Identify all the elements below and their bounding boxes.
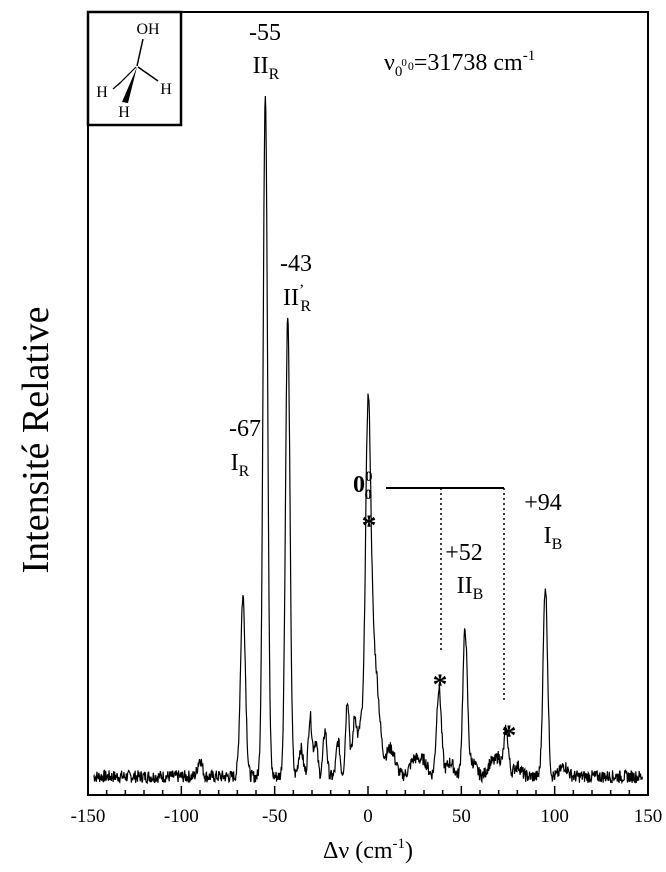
y-axis-label: Intensité Relative — [15, 307, 57, 574]
x-tick-label: 50 — [452, 806, 471, 827]
origin-band-sup: 0 — [365, 469, 373, 485]
x-tick-label: 150 — [634, 806, 663, 827]
molecule-oh: OH — [136, 21, 160, 38]
annotation-ib-label: IB — [544, 523, 563, 553]
origin-subsup: 0 — [401, 57, 407, 69]
x-tick-label: -50 — [262, 806, 287, 827]
molecule-h-left: H — [96, 84, 108, 101]
molecule-h-right: H — [160, 81, 172, 98]
x-tick-label: 0 — [363, 806, 373, 827]
origin-unit-sup: -1 — [523, 48, 536, 64]
annotation-iir-label: IIR — [253, 53, 280, 83]
annotation-ib: +94 IB — [524, 490, 562, 553]
molecule-wedge-bond — [122, 67, 137, 103]
annotation-ib-value: +94 — [524, 490, 562, 516]
x-tick-label: -100 — [164, 806, 199, 827]
molecule-bond-oh — [136, 38, 144, 67]
annotation-iirp-label: II’ R — [283, 282, 311, 315]
origin-value: =31738 cm — [414, 50, 523, 76]
annotation-iirp: -43 II’ R — [280, 251, 312, 315]
origin-sub: 0 — [395, 64, 403, 80]
star-origin: * — [362, 509, 377, 542]
annotation-ir: -67 IR — [229, 416, 261, 480]
star-74: * — [502, 719, 517, 752]
svg-text:000: 00 0 — [353, 469, 373, 503]
molecule-h-bottom: H — [118, 104, 130, 121]
annotation-iib-value: +52 — [445, 540, 483, 566]
molecule-bond-right — [137, 66, 159, 82]
origin-band-main: 0 — [353, 472, 365, 498]
annotation-iib: +52 IIB — [445, 540, 483, 603]
origin-wavenumber-label: ν000=31738 cm-1 — [384, 48, 535, 80]
annotation-iir-value: -55 — [249, 20, 281, 46]
origin-nu: ν — [384, 50, 395, 76]
origin-sup2: 0 — [408, 59, 414, 73]
x-axis-label: Δν (cm-1) — [323, 836, 413, 864]
svg-text:ν000=31738 cm-1: ν000=31738 cm-1 — [384, 48, 535, 80]
annotation-iib-label: IIB — [457, 573, 484, 603]
annotation-iirp-value: -43 — [280, 251, 312, 277]
origin-band-sub: 0 — [365, 487, 373, 503]
annotation-iir: -55 IIR — [249, 20, 281, 83]
star-38: * — [433, 668, 448, 701]
molecule-inset: OH H H H — [86, 10, 183, 127]
x-tick-label: 100 — [540, 806, 569, 827]
spectrum-trace — [93, 96, 643, 785]
origin-band-label: 00 0 — [353, 469, 373, 503]
molecule-hashed-bond — [112, 66, 137, 90]
annotation-ir-label: IR — [231, 450, 250, 480]
annotation-ir-value: -67 — [229, 416, 261, 442]
x-axis-ticks: -150 -100 -50 0 50 100 150 — [71, 786, 663, 827]
x-tick-label: -150 — [71, 806, 106, 827]
molecule-box — [86, 10, 183, 127]
